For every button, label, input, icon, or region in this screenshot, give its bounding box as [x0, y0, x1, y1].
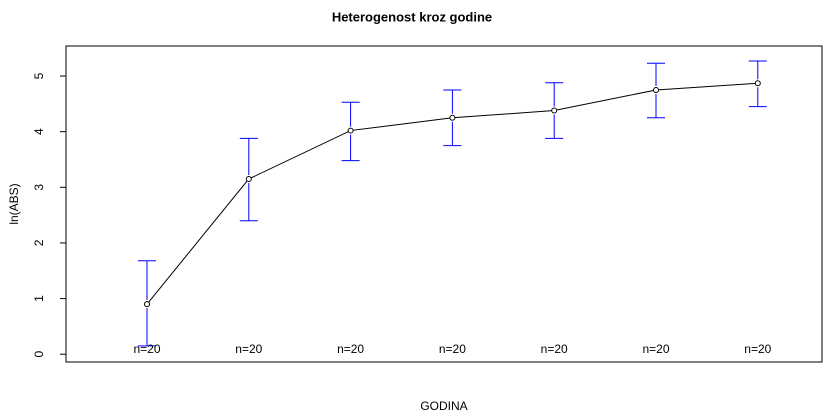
- mean-point: [551, 107, 558, 114]
- n-label: n=20: [235, 342, 262, 356]
- mean-point: [653, 86, 659, 93]
- mean-point: [347, 127, 354, 134]
- y-tick-label: 1: [32, 295, 46, 302]
- n-label: n=20: [337, 342, 364, 356]
- y-tick-label: 3: [32, 184, 46, 191]
- y-tick-label: 5: [32, 72, 46, 79]
- y-tick-label: 2: [32, 239, 46, 246]
- n-label: n=20: [744, 342, 771, 356]
- mean-point: [144, 301, 150, 308]
- n-label: n=20: [541, 342, 568, 356]
- n-label: n=20: [642, 342, 669, 356]
- n-label: n=20: [133, 342, 160, 356]
- y-axis-label: ln(ABS): [7, 183, 21, 224]
- x-axis-label: GODINA: [420, 399, 467, 413]
- mean-point: [449, 114, 456, 121]
- mean-point: [245, 175, 252, 182]
- mean-point: [754, 80, 761, 87]
- plot-frame: [65, 45, 823, 363]
- y-tick-label: 0: [32, 351, 46, 358]
- chart-title: Heterogenost kroz godine: [332, 9, 492, 24]
- n-label: n=20: [439, 342, 466, 356]
- y-tick-label: 4: [32, 128, 46, 135]
